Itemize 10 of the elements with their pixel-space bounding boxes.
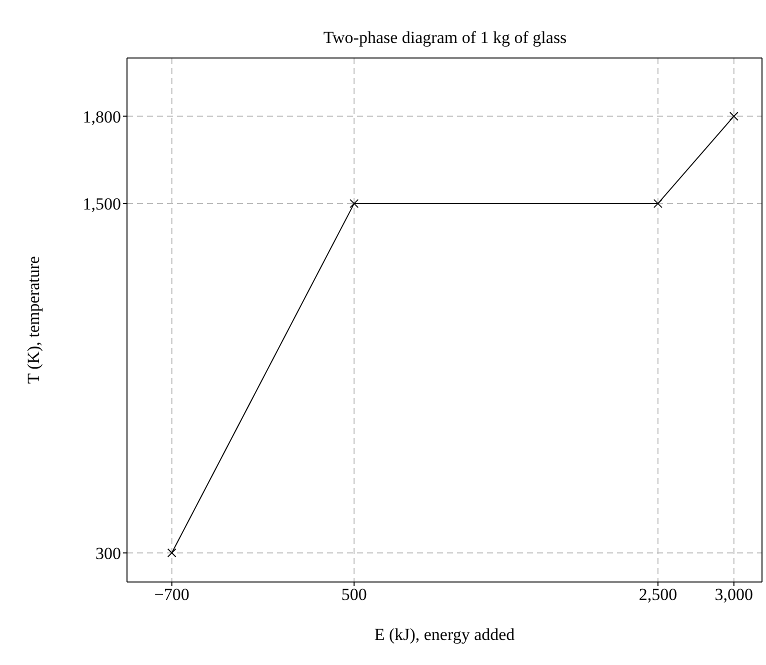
x-tick-label: 2,500 <box>638 585 678 604</box>
y-axis-title: T (K), temperature <box>24 256 44 384</box>
y-tick-label: 1,800 <box>82 107 121 126</box>
chart-title: Two-phase diagram of 1 kg of glass <box>322 28 568 48</box>
x-tick-label: 3,000 <box>714 585 754 604</box>
x-axis-title: E (kJ), energy added <box>374 625 516 644</box>
y-tick-label: 300 <box>96 544 121 563</box>
x-tick-label: −700 <box>154 585 190 604</box>
y-tick-label: 1,500 <box>82 194 121 214</box>
x-tick-label: 500 <box>341 585 367 604</box>
